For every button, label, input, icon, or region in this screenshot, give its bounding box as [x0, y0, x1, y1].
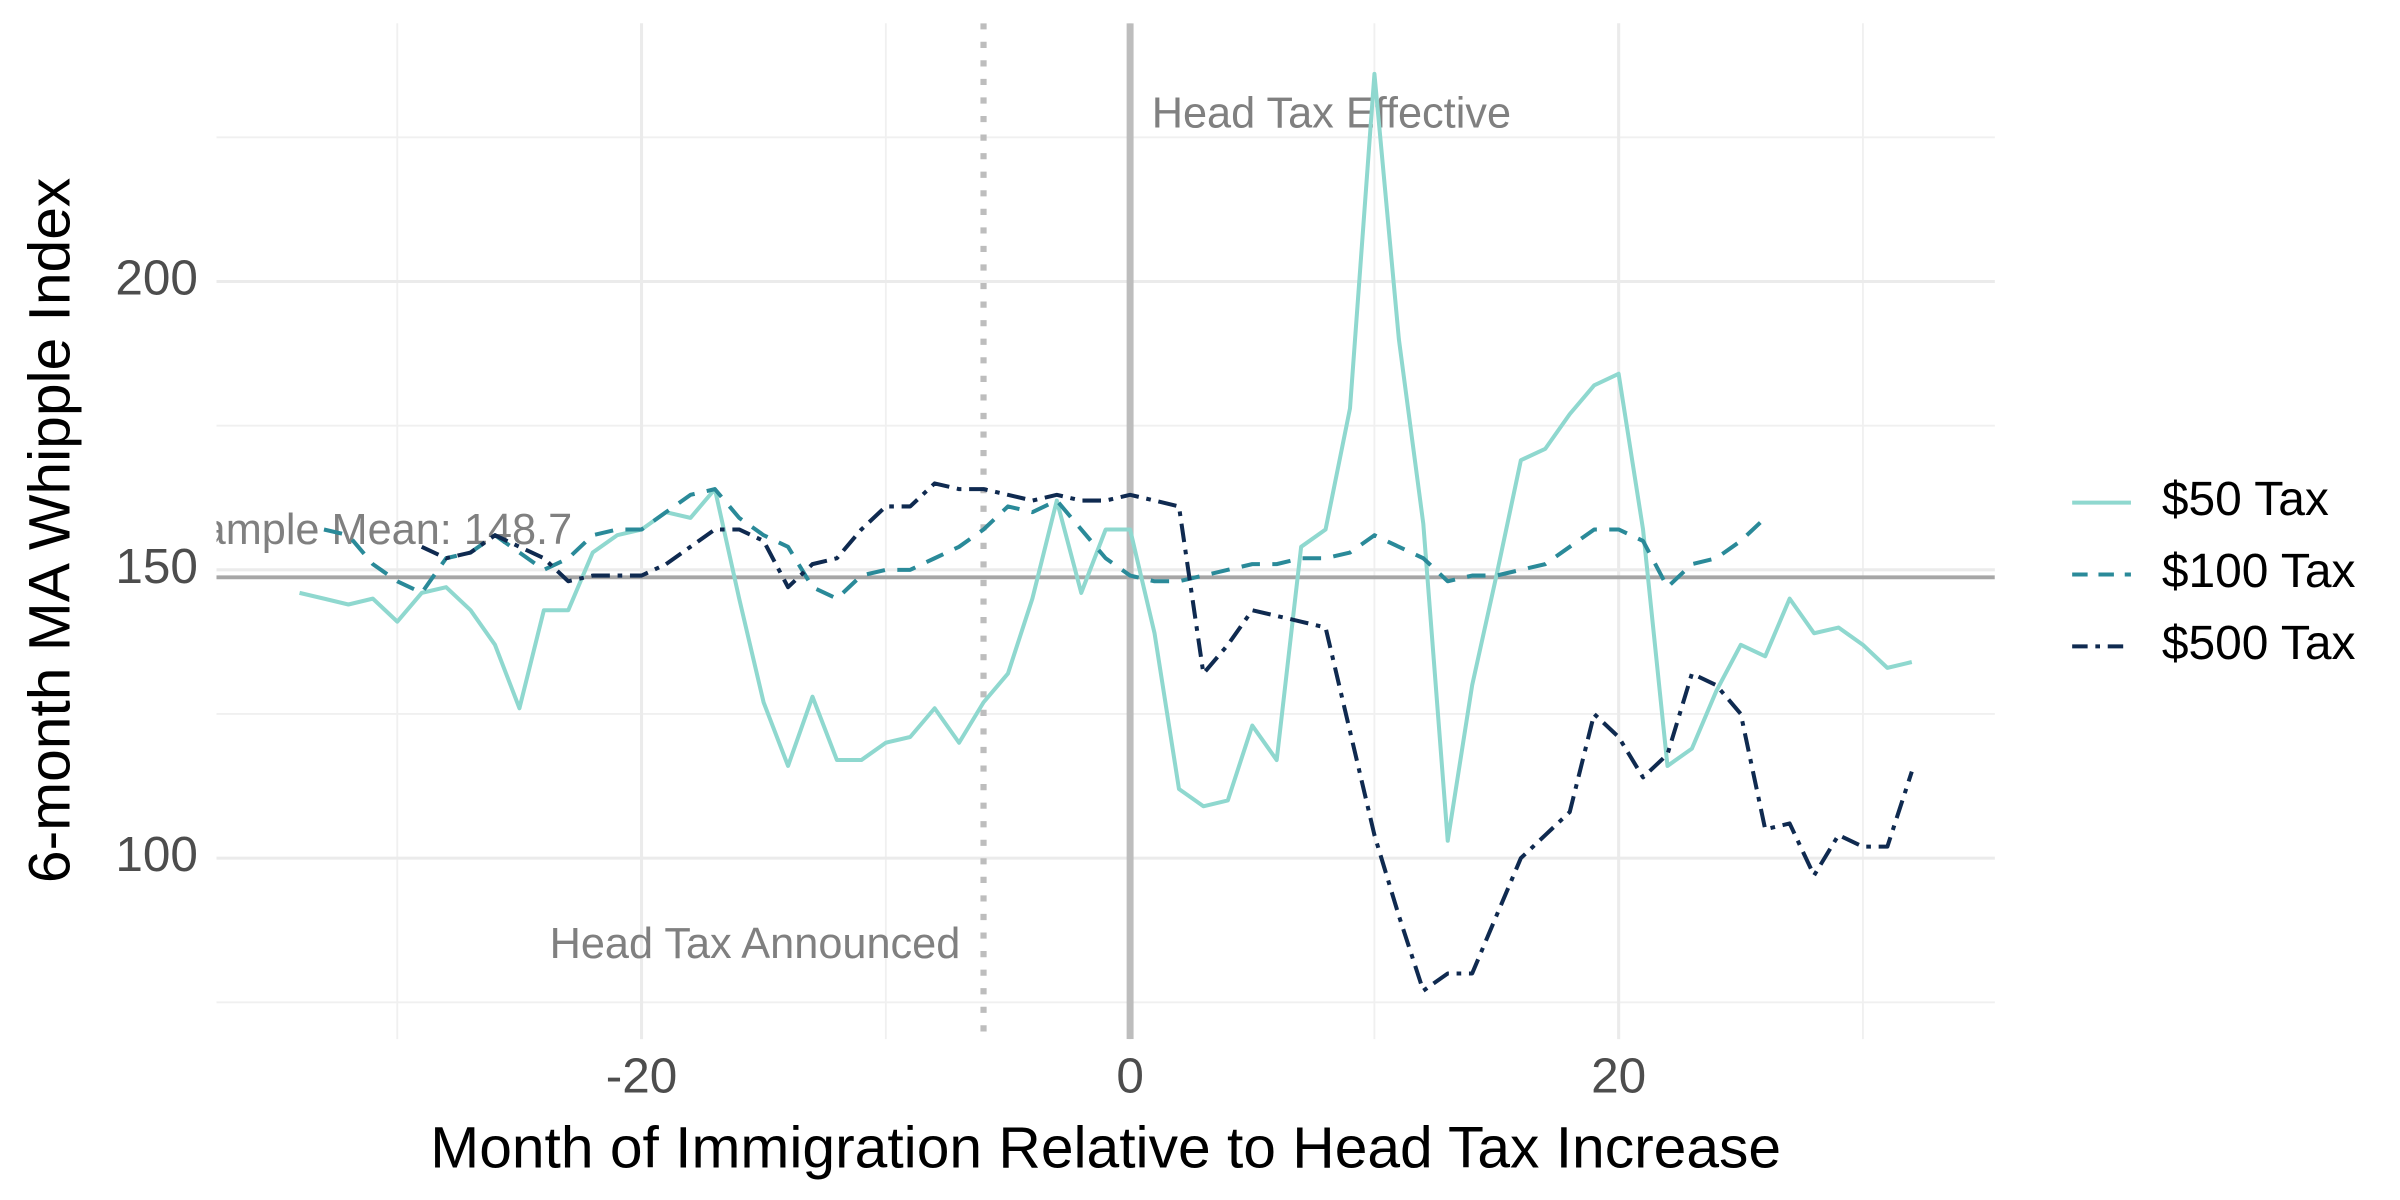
grid — [216, 23, 1995, 1040]
plot-area: Head Tax Effective Head Tax Announced Samp… — [173, 23, 1995, 1040]
x-axis-title: Month of Immigration Relative to Head Ta… — [430, 1116, 1781, 1181]
legend-label: $100 Tax — [2162, 545, 2356, 598]
y-tick-label: 100 — [115, 827, 198, 882]
x-tick-label: 20 — [1591, 1048, 1646, 1103]
annotation: Head Tax Announced — [550, 920, 961, 968]
legend-label: $500 Tax — [2162, 617, 2356, 670]
annotation: Head Tax Effective — [1152, 89, 1511, 137]
series-line — [420, 481, 1914, 993]
y-tick-label: 200 — [115, 251, 198, 306]
annotation: Sample Mean: 148.7 — [173, 506, 572, 554]
x-tick-label: -20 — [606, 1048, 678, 1103]
legend-label: $50 Tax — [2162, 473, 2329, 526]
legend: $50 Tax $100 Tax $500 Tax — [2072, 473, 2356, 670]
y-tick-label: 150 — [115, 539, 198, 594]
x-tick-label: 0 — [1116, 1048, 1144, 1103]
series-line — [323, 487, 1767, 601]
y-axis-title: 6-month MA Whipple Index — [18, 178, 83, 883]
series-line — [299, 71, 1913, 843]
